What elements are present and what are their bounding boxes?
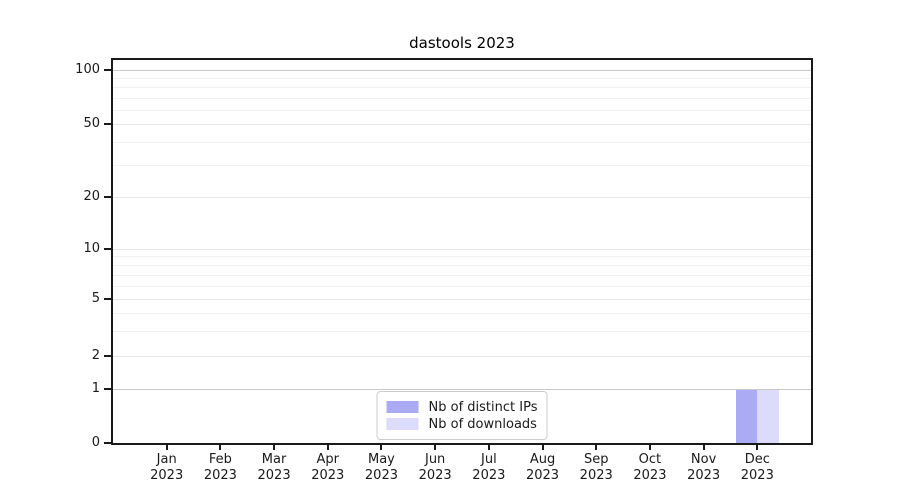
y-gridline-minor [113, 141, 811, 143]
y-gridline-major [113, 388, 811, 390]
x-tick-month: Sep [583, 452, 609, 467]
y-axis-tick-label: 1 [91, 380, 100, 396]
x-axis-tick [326, 443, 329, 450]
x-tick-year: 2023 [633, 468, 667, 483]
y-gridline-minor [113, 164, 811, 166]
x-tick-month: Oct [638, 452, 662, 467]
y-axis-tick [104, 355, 111, 358]
y-gridline-minor [113, 312, 811, 314]
x-axis-tick-label: Mar 2023 [244, 452, 304, 484]
y-axis-tick [104, 442, 111, 444]
y-axis-tick [104, 297, 111, 300]
x-axis-tick [702, 443, 705, 450]
y-gridline-minor [113, 330, 811, 332]
y-axis-tick [104, 247, 111, 250]
x-axis-tick-label: Jul 2023 [459, 452, 519, 484]
x-axis-tick [595, 443, 598, 450]
x-axis-tick [756, 443, 759, 450]
x-tick-year: 2023 [257, 468, 291, 483]
x-axis-tick-label: Dec 2023 [727, 452, 787, 484]
legend-label: Nb of distinct IPs [428, 399, 538, 415]
y-gridline-minor [113, 87, 811, 89]
x-axis-tick [487, 443, 490, 450]
x-tick-year: 2023 [203, 468, 237, 483]
y-axis-tick [104, 122, 111, 125]
y-axis-tick-label: 10 [83, 240, 100, 256]
y-gridline-minor [113, 264, 811, 266]
y-gridline-minor [113, 274, 811, 276]
y-axis-tick-label: 20 [83, 189, 100, 205]
x-axis-tick [648, 443, 651, 450]
x-tick-month: Nov [690, 452, 717, 467]
legend-swatch-downloads [386, 418, 419, 430]
plot-area [111, 58, 813, 445]
x-tick-month: Aug [529, 452, 556, 467]
y-axis-tick [104, 387, 111, 390]
x-tick-year: 2023 [418, 468, 452, 483]
x-axis-tick-label: Jan 2023 [137, 452, 197, 484]
y-axis-tick-label: 5 [91, 290, 100, 306]
x-tick-month: Feb [208, 452, 232, 467]
x-axis-tick-label: Jun 2023 [405, 452, 465, 484]
y-axis-tick [104, 68, 111, 71]
legend-label: Nb of downloads [428, 416, 537, 432]
x-tick-month: Apr [316, 452, 340, 467]
y-gridline-minor [113, 109, 811, 111]
x-axis-tick-label: Oct 2023 [620, 452, 680, 484]
y-gridline-major [113, 298, 811, 300]
bar-downloads [757, 389, 779, 443]
x-tick-year: 2023 [311, 468, 345, 483]
y-axis-tick-label: 0 [91, 435, 100, 450]
x-tick-year: 2023 [364, 468, 398, 483]
legend-row: Nb of distinct IPs [386, 399, 538, 415]
y-gridline-major [113, 248, 811, 250]
x-tick-month: May [368, 452, 395, 467]
x-axis-tick [273, 443, 276, 450]
legend: Nb of distinct IPs Nb of downloads [376, 391, 548, 440]
x-axis-tick [541, 443, 544, 450]
y-gridline-minor [113, 256, 811, 258]
legend-swatch-distinct-ips [386, 401, 419, 413]
x-tick-month: Dec [744, 452, 770, 467]
y-gridline-major [113, 69, 811, 71]
y-gridline-minor [113, 285, 811, 287]
y-gridline-major [113, 356, 811, 358]
y-axis-tick-label: 2 [91, 348, 100, 364]
x-tick-month: Jul [481, 452, 497, 467]
chart-title: dastools 2023 [409, 34, 515, 52]
x-axis-tick-label: Aug 2023 [513, 452, 573, 484]
y-axis-tick [104, 196, 111, 199]
plot-frame [111, 58, 813, 445]
x-tick-year: 2023 [525, 468, 560, 483]
x-axis-tick-label: Nov 2023 [674, 452, 734, 484]
y-axis-tick-label: 100 [75, 61, 100, 77]
x-axis-tick-label: Feb 2023 [190, 452, 250, 484]
x-tick-year: 2023 [150, 468, 184, 483]
x-tick-month: Jun [424, 452, 446, 467]
y-gridline-minor [113, 78, 811, 80]
x-axis-tick-label: May 2023 [351, 452, 411, 484]
y-gridline-major [113, 123, 811, 125]
x-axis-tick [165, 443, 168, 450]
x-axis-tick-label: Sep 2023 [566, 452, 626, 484]
x-axis-tick [434, 443, 437, 450]
x-tick-year: 2023 [740, 468, 774, 483]
y-axis-tick-label: 50 [83, 115, 100, 131]
y-gridline-major [113, 197, 811, 199]
x-tick-month: Mar [261, 452, 287, 467]
x-tick-year: 2023 [472, 468, 506, 483]
x-axis-tick [380, 443, 383, 450]
x-tick-month: Jan [156, 452, 177, 467]
x-axis-tick [219, 443, 222, 450]
x-axis-tick-label: Apr 2023 [298, 452, 358, 484]
y-gridline-minor [113, 97, 811, 99]
x-tick-year: 2023 [687, 468, 721, 483]
legend-row: Nb of downloads [386, 416, 538, 432]
x-tick-year: 2023 [579, 468, 613, 483]
bar-distinct-ips [735, 389, 758, 443]
